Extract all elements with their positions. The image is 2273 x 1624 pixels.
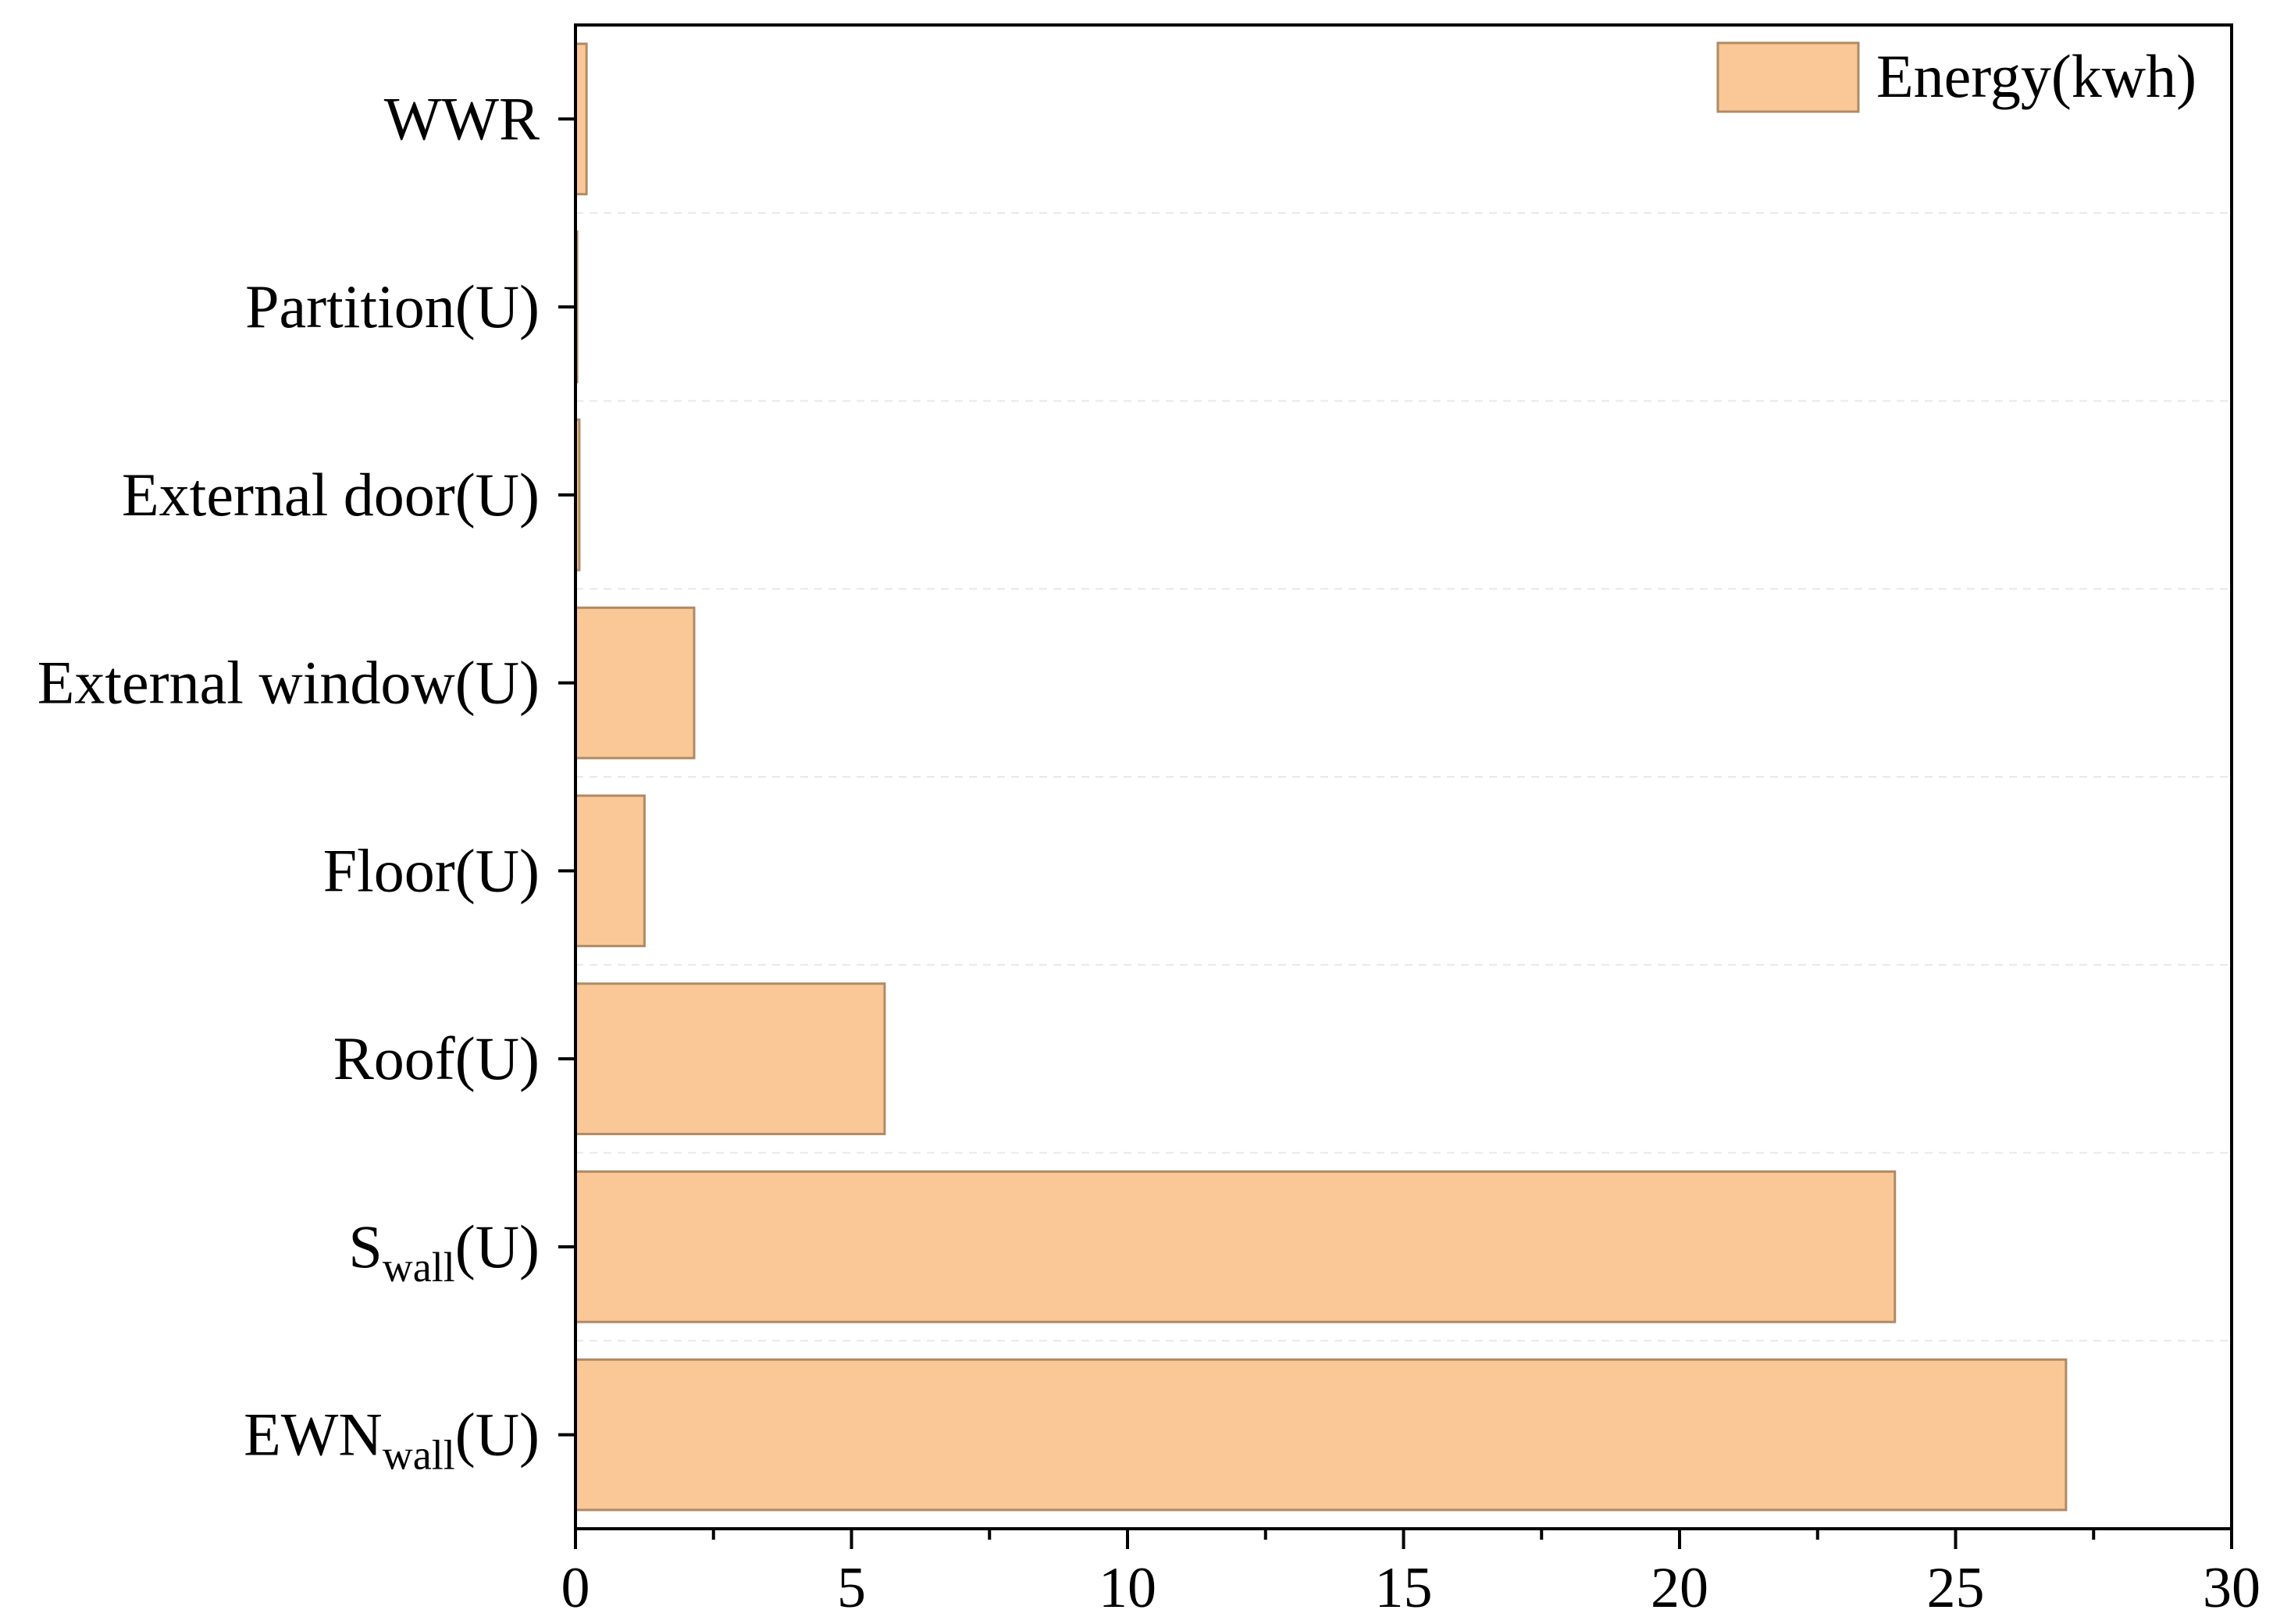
axes	[558, 23, 2233, 1549]
bar	[574, 1358, 2068, 1512]
x-tick-label: 5	[837, 1556, 866, 1620]
x-tick-label: 0	[561, 1556, 590, 1620]
bar	[574, 794, 646, 948]
x-tick-labels: 0 5 10 15 20 25 30	[561, 1556, 2261, 1620]
bar	[574, 606, 696, 760]
x-tick-label: 15	[1375, 1556, 1433, 1620]
bar	[574, 42, 588, 196]
category-label: External door(U)	[122, 461, 540, 529]
legend-label: Energy(kwh)	[1876, 42, 2196, 110]
x-tick-label: 20	[1651, 1556, 1708, 1620]
x-tick-label: 10	[1099, 1556, 1156, 1620]
grid-lines	[575, 212, 2232, 1342]
category-label: Swall(U)	[348, 1213, 540, 1291]
category-label: Floor(U)	[323, 836, 540, 904]
legend: Energy(kwh)	[1716, 41, 2196, 113]
bars	[574, 42, 2068, 1512]
x-tick-label: 25	[1927, 1556, 1985, 1620]
category-label: Partition(U)	[245, 272, 540, 340]
category-label: External window(U)	[37, 649, 540, 717]
x-tick-label: 30	[2203, 1556, 2261, 1620]
bar	[574, 1170, 1897, 1323]
category-label: WWR	[384, 84, 540, 152]
category-label: EWNwall(U)	[244, 1401, 540, 1479]
legend-swatch	[1716, 41, 1860, 113]
category-labels: WWR Partition(U) External door(U) External …	[37, 84, 540, 1478]
bar	[574, 982, 886, 1135]
category-label: Roof(U)	[333, 1024, 540, 1092]
